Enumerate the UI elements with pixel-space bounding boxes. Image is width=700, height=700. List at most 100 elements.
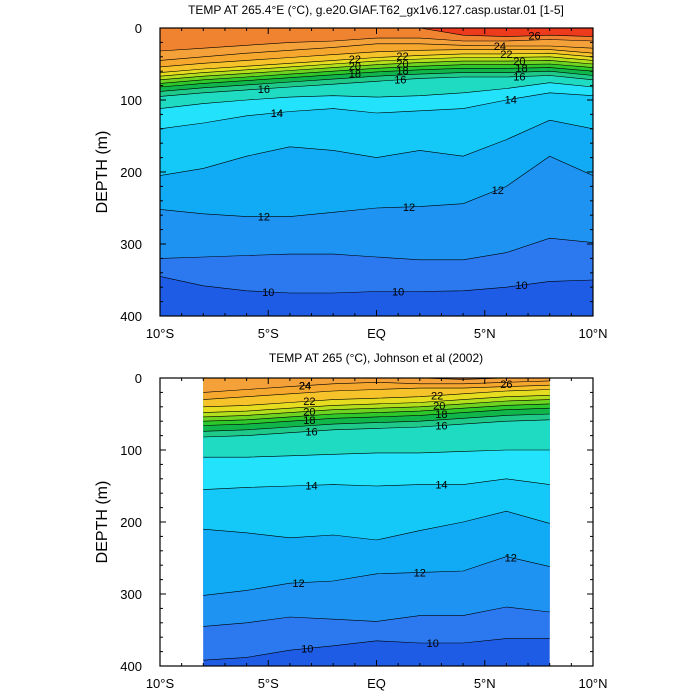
isotherm-line (160, 52, 593, 73)
contour-label: 16 (394, 75, 406, 87)
y-tick-label: 400 (120, 659, 142, 674)
x-tick-label: 5°N (474, 676, 496, 691)
contour-label: 12 (505, 553, 517, 565)
isotherm-line (160, 49, 593, 68)
contour-label: 18 (349, 68, 361, 80)
axis-ticks: 10°S 5°S EQ 5°N 10°N 0 100 200 300 400 (120, 21, 607, 341)
isotherm-line (203, 399, 550, 418)
contour-label: 24 (299, 381, 311, 393)
contour-label: 22 (500, 49, 512, 61)
y-tick-label: 0 (135, 21, 142, 36)
contour-label: 20 (396, 58, 408, 70)
isotherm-line (203, 510, 550, 541)
isotherm-line (160, 60, 593, 81)
contour-label: 14 (271, 108, 283, 120)
contour-label: 22 (349, 54, 361, 66)
y-axis-label: DEPTH (m) (94, 131, 111, 214)
y-tick-label: 300 (120, 237, 142, 252)
isotherm-line (160, 237, 593, 261)
contour-label: 18 (396, 66, 408, 78)
contour-label: 22 (396, 51, 408, 63)
contour-label: 12 (492, 185, 504, 197)
y-axis-label: DEPTH (m) (94, 481, 111, 564)
contour-fills (203, 378, 550, 666)
contour-label: 12 (258, 212, 270, 224)
isotherm-line (203, 449, 550, 458)
contour-label: 10 (301, 643, 313, 655)
panel-observations: TEMP AT 265 (°C), Johnson et al (2002) 2… (94, 351, 608, 691)
contour-label: 26 (528, 31, 540, 43)
contour-label: 20 (513, 56, 525, 68)
isotherm-line (160, 67, 593, 88)
panel-title: TEMP AT 265.4°E (°C), g.e20.GIAF.T62_gx1… (188, 3, 564, 17)
contour-label: 20 (303, 406, 315, 418)
contour-label: 12 (403, 202, 415, 214)
panel-model: TEMP AT 265.4°E (°C), g.e20.GIAF.T62_gx1… (94, 3, 608, 341)
isotherm-line (203, 384, 550, 400)
x-tick-label: EQ (367, 676, 386, 691)
isotherm-line (203, 395, 550, 413)
isotherm-line (160, 63, 593, 84)
contour-label: 22 (303, 396, 315, 408)
isotherm-line (203, 407, 550, 426)
y-tick-label: 300 (120, 587, 142, 602)
isotherm-line (160, 119, 593, 176)
x-tick-label: 10°N (578, 326, 607, 341)
contour-label: 10 (515, 280, 527, 292)
x-tick-label: EQ (367, 326, 386, 341)
isotherm-line (203, 413, 550, 432)
contour-label: 12 (414, 567, 426, 579)
isotherm-line (203, 556, 550, 596)
x-tick-label: 10°S (146, 326, 175, 341)
x-tick-label: 10°S (146, 676, 175, 691)
temp-band (203, 378, 550, 393)
y-tick-label: 200 (120, 165, 142, 180)
x-tick-label: 10°N (578, 676, 607, 691)
isotherm-line (203, 606, 550, 627)
contour-label: 16 (513, 72, 525, 84)
contour-label: 26 (500, 379, 512, 391)
isotherm-line (203, 419, 550, 438)
isotherm-line (160, 37, 593, 52)
isotherm-line (160, 70, 593, 92)
contour-labels: 2220181614222018161424262220181614121212… (258, 31, 541, 299)
contour-label: 14 (305, 480, 317, 492)
panel-title: TEMP AT 265 (°C), Johnson et al (2002) (269, 351, 483, 365)
contour-lines (160, 28, 593, 294)
contour-label: 16 (258, 84, 270, 96)
isotherm-line (203, 638, 550, 661)
contour-label: 16 (305, 426, 317, 438)
contour-label: 24 (494, 41, 506, 53)
isotherm-line (160, 276, 593, 294)
y-tick-label: 100 (120, 93, 142, 108)
contour-label: 22 (431, 391, 443, 403)
isotherm-line (160, 28, 593, 37)
isotherm-line (203, 478, 550, 490)
contour-label: 24 (299, 381, 311, 393)
contour-label: 10 (427, 638, 439, 650)
contour-label: 12 (292, 578, 304, 590)
y-tick-label: 100 (120, 443, 142, 458)
x-tick-label: 5°S (258, 326, 279, 341)
contour-label: 10 (262, 287, 274, 299)
isotherm-line (160, 43, 593, 61)
x-tick-label: 5°N (474, 326, 496, 341)
contour-label: 18 (435, 409, 447, 421)
x-tick-label: 5°S (258, 676, 279, 691)
isotherm-line (160, 56, 593, 77)
axis-ticks: 10°S 5°S EQ 5°N 10°N 0 100 200 300 400 (120, 371, 607, 691)
y-tick-label: 200 (120, 515, 142, 530)
isotherm-line (160, 75, 593, 97)
y-tick-label: 400 (120, 309, 142, 324)
isotherm-line (203, 389, 550, 408)
contour-label: 14 (435, 480, 447, 492)
contour-label: 14 (271, 108, 283, 120)
contour-label: 10 (392, 287, 404, 299)
isotherm-line (160, 92, 593, 130)
contour-label: 20 (433, 401, 445, 413)
contour-label: 16 (435, 421, 447, 433)
isotherm-line (160, 82, 593, 109)
contour-label: 18 (515, 63, 527, 75)
